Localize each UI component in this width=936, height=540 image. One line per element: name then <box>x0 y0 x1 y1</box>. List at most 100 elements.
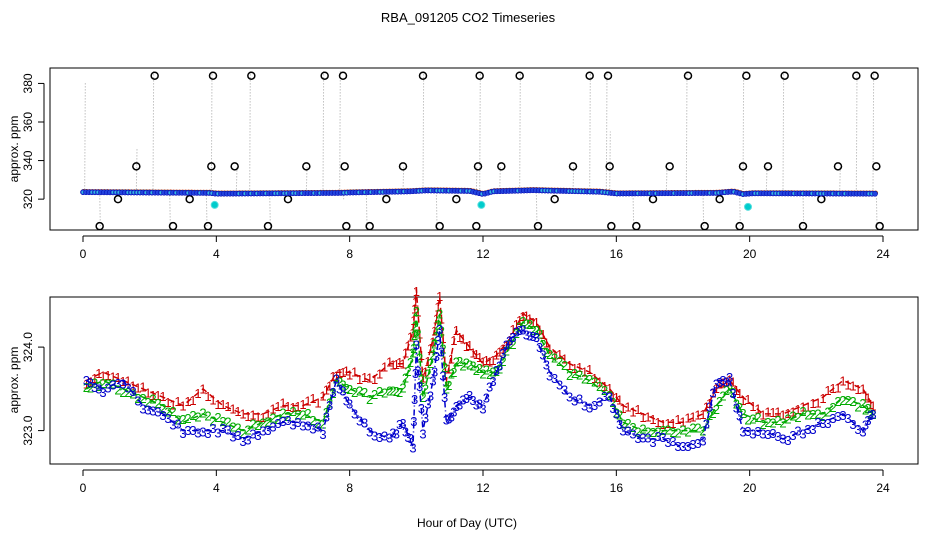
outlier-point <box>875 221 884 231</box>
series-marker-3: 3 <box>526 329 533 344</box>
series-marker-3: 3 <box>684 439 691 454</box>
series-marker-2: 2 <box>476 361 483 376</box>
series-marker-2: 2 <box>448 367 455 382</box>
series-marker-3: 3 <box>824 416 831 431</box>
series-marker-3: 3 <box>189 423 196 438</box>
series-marker-2: 2 <box>204 408 211 423</box>
outlier-point <box>605 162 614 171</box>
series-marker-2: 2 <box>87 380 94 395</box>
series-marker-1: 1 <box>759 408 766 423</box>
outlier-point <box>515 71 524 80</box>
y-tick-label: 323.0 <box>21 415 35 445</box>
spike-line <box>185 192 188 200</box>
series-marker-1: 1 <box>269 401 276 416</box>
series-marker-1: 1 <box>284 399 291 414</box>
series-marker-1: 1 <box>169 397 176 412</box>
series-marker-2: 2 <box>496 362 503 377</box>
series-marker-2: 2 <box>644 425 651 440</box>
series-marker-1: 1 <box>649 412 656 427</box>
series-marker-3: 3 <box>844 411 851 426</box>
series-marker-3: 3 <box>407 431 414 446</box>
series-marker-1: 1 <box>596 374 603 389</box>
series-marker-2: 2 <box>371 387 378 402</box>
series-marker-1: 1 <box>95 366 102 381</box>
series-marker-3: 3 <box>709 386 716 401</box>
series-marker-1: 1 <box>371 372 378 387</box>
series-marker-3: 3 <box>769 426 776 441</box>
series-marker-3: 3 <box>139 401 146 416</box>
series-marker-2: 2 <box>679 423 686 438</box>
series-marker-1: 1 <box>351 364 358 379</box>
series-marker-2: 2 <box>659 423 666 438</box>
series-marker-2: 2 <box>709 406 716 421</box>
series-marker-2: 2 <box>179 412 186 427</box>
series-marker-3: 3 <box>414 364 421 379</box>
series-marker-2: 2 <box>346 382 353 397</box>
outlier-point <box>665 162 674 171</box>
series-marker-1: 1 <box>259 410 266 425</box>
series-marker-1: 1 <box>479 354 486 369</box>
series-marker-1: 1 <box>438 312 445 327</box>
outlier-point <box>365 221 374 231</box>
series-marker-2: 2 <box>739 406 746 421</box>
series-marker-2: 2 <box>829 400 836 415</box>
series-marker-2: 2 <box>516 320 523 335</box>
series-marker-2: 2 <box>799 404 806 419</box>
outlier-point <box>715 194 724 204</box>
series-marker-1: 1 <box>561 351 568 366</box>
spike-line <box>249 69 251 193</box>
series-marker-2: 2 <box>489 365 496 380</box>
series-marker-1: 1 <box>729 374 736 389</box>
series-marker-3: 3 <box>466 388 473 403</box>
series-marker-1: 1 <box>366 371 373 386</box>
series-marker-2: 2 <box>586 372 593 387</box>
series-marker-3: 3 <box>159 408 166 423</box>
series-marker-2: 2 <box>556 354 563 369</box>
series-marker-3: 3 <box>459 393 466 408</box>
outlier-point <box>533 221 543 231</box>
x-tick-label: 0 <box>80 247 87 261</box>
series-marker-1: 1 <box>867 397 874 412</box>
series-marker-1: 1 <box>679 415 686 430</box>
x-tick-label: 12 <box>476 481 490 495</box>
series-marker-1: 1 <box>516 313 523 328</box>
outlier-point <box>798 221 808 231</box>
series-marker-1: 1 <box>323 382 330 397</box>
series-marker-3: 3 <box>419 427 426 442</box>
series-marker-3: 3 <box>448 409 455 424</box>
spike-line <box>632 192 635 227</box>
series-marker-3: 3 <box>83 373 90 388</box>
outlier-point <box>550 194 559 204</box>
spike-line <box>872 69 875 193</box>
series-marker-3: 3 <box>601 389 608 404</box>
outlier-point <box>603 71 613 80</box>
series-marker-1: 1 <box>299 397 306 412</box>
series-marker-1: 1 <box>654 415 661 430</box>
series-marker-3: 3 <box>649 435 656 450</box>
outlier-point <box>738 162 748 171</box>
series-marker-2: 2 <box>744 412 751 427</box>
x-tick-label: 12 <box>476 247 490 261</box>
series-marker-1: 1 <box>144 385 151 400</box>
series-marker-1: 1 <box>418 348 425 363</box>
series-marker-1: 1 <box>393 357 400 372</box>
series-marker-1: 1 <box>431 324 438 339</box>
series-marker-3: 3 <box>443 412 450 427</box>
spike-line <box>875 192 878 227</box>
spike-line <box>609 131 611 193</box>
series-marker-3: 3 <box>456 397 463 412</box>
series-marker-3: 3 <box>412 366 419 381</box>
series-marker-2: 2 <box>453 354 460 369</box>
series-marker-1: 1 <box>509 322 516 337</box>
series-marker-3: 3 <box>254 428 261 443</box>
series-marker-1: 1 <box>466 338 473 353</box>
series-marker-1: 1 <box>703 400 710 415</box>
series-marker-1: 1 <box>329 369 336 384</box>
outlier-point <box>780 71 789 80</box>
series-marker-3: 3 <box>779 431 786 446</box>
top-y-axis-label: approx. ppm <box>7 116 21 183</box>
series-marker-2: 2 <box>361 385 368 400</box>
outlier-point <box>263 221 273 231</box>
series-marker-1: 1 <box>336 366 343 381</box>
series-marker-2: 2 <box>114 383 121 398</box>
